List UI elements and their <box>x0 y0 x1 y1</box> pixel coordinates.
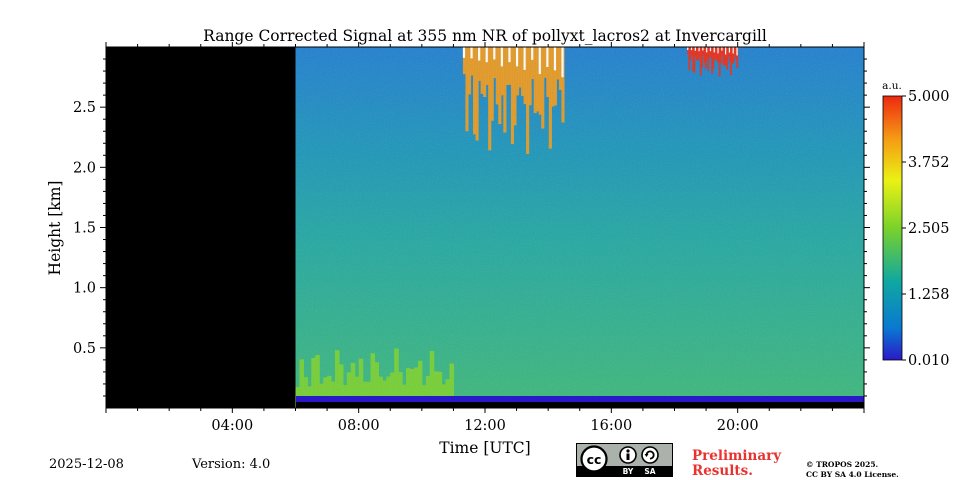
colorbar-unit: a.u. <box>882 80 902 92</box>
cc-logo-text: cc <box>587 452 602 467</box>
colorbar-ticks: 5.000 3.752 2.505 1.258 0.010 <box>902 89 950 369</box>
footer-date: 2025-12-08 <box>49 457 124 472</box>
y-axis: 0.5 1.0 1.5 2.0 2.5 <box>73 58 870 397</box>
x-axis-label: Time [UTC] <box>439 439 530 457</box>
y-tick-label: 1.5 <box>73 221 96 237</box>
x-tick-label: 12:00 <box>464 418 506 434</box>
footer-version: Version: 4.0 <box>192 457 271 472</box>
colorbar-tick-label: 3.752 <box>908 155 950 171</box>
x-tick-label: 08:00 <box>338 418 380 434</box>
colorbar-tick-label: 5.000 <box>908 89 950 105</box>
x-axis: 04:00 08:00 12:00 16:00 20:00 <box>105 42 865 434</box>
plot-area <box>106 47 864 408</box>
by-label: BY <box>623 467 634 476</box>
colorbar-tick-label: 0.010 <box>908 353 950 369</box>
no-data-region <box>106 47 296 408</box>
colorbar-tick-label: 1.258 <box>908 287 950 303</box>
copyright-line-1: © TROPOS 2025. <box>806 460 879 469</box>
colorbar: a.u. 5.000 3.752 2.505 1.258 0.010 <box>882 80 949 369</box>
x-tick-label: 16:00 <box>590 418 632 434</box>
sa-label: SA <box>644 467 655 476</box>
ground-band-bottom <box>296 402 864 408</box>
y-tick-label: 2.0 <box>73 160 96 176</box>
y-tick-label: 2.5 <box>73 100 96 116</box>
chart-title: Range Corrected Signal at 355 nm NR of p… <box>203 27 767 45</box>
colorbar-tick-label: 2.505 <box>908 221 950 237</box>
y-tick-label: 1.0 <box>73 281 96 297</box>
copyright-line-2: CC BY SA 4.0 License. <box>806 470 899 479</box>
colorbar-gradient <box>882 95 903 361</box>
y-tick-label: 0.5 <box>73 341 96 357</box>
sa-icon <box>641 446 659 464</box>
copyright-notice: © TROPOS 2025. CC BY SA 4.0 License. <box>806 460 956 480</box>
x-tick-label: 20:00 <box>717 418 759 434</box>
x-tick-label: 04:00 <box>211 418 253 434</box>
preliminary-notice: Preliminary Results. <box>692 448 782 479</box>
cc-license-badge: cc BY SA <box>576 443 673 477</box>
y-axis-label: Height [km] <box>46 181 64 276</box>
